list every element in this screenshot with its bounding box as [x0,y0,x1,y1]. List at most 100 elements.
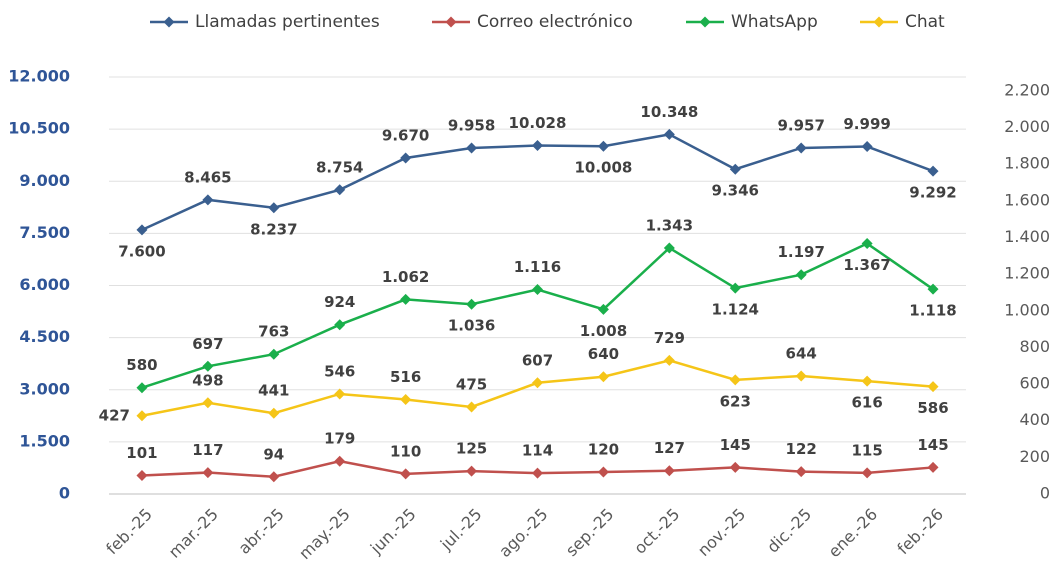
legend-marker [163,16,175,28]
data-label: 120 [588,441,619,459]
data-label: 1.367 [843,256,890,274]
y2-tick-label: 2.000 [1004,117,1050,136]
data-label: 145 [720,436,751,454]
data-label: 114 [522,442,553,460]
marker [532,140,543,152]
data-label: 9.670 [382,126,429,144]
data-label: 1.036 [448,317,495,335]
marker [729,461,741,473]
y-tick-label: 3.000 [19,379,70,398]
data-label: 640 [588,345,619,363]
y-tick-label: 12.000 [8,67,70,86]
y2-tick-label: 1.000 [1004,300,1050,319]
legend-label: Llamadas pertinentes [195,12,380,32]
x-tick-label: jun.-25 [366,505,420,559]
marker [334,455,346,467]
data-label: 498 [192,371,223,389]
marker [400,393,412,405]
marker [795,269,807,281]
y2-tick-label: 1.600 [1004,190,1050,209]
data-label: 127 [654,439,685,457]
marker [268,348,280,360]
data-label: 616 [851,394,882,412]
data-label: 644 [786,345,817,363]
data-label: 145 [917,436,948,454]
marker [136,224,148,236]
data-label: 9.999 [843,115,890,133]
y-tick-label: 10.500 [8,119,70,138]
marker [136,410,148,422]
data-label: 607 [522,351,553,369]
marker [268,407,280,419]
marker [466,142,478,154]
legend-label: Chat [905,12,945,32]
x-tick-label: feb.-26 [893,505,947,559]
x-tick-label: jul.-25 [436,505,486,555]
marker [532,467,543,479]
data-label: 763 [258,323,289,341]
marker [795,370,807,382]
y-tick-label: 1.500 [19,431,70,450]
y2-tick-label: 600 [1019,374,1050,393]
y-tick-label: 9.000 [19,171,70,190]
marker [400,468,412,480]
marker [597,303,609,315]
y2-tick-label: 0 [1040,484,1050,503]
x-tick-label: oct.-25 [630,505,683,558]
data-label: 475 [456,375,487,393]
data-label: 697 [192,335,223,353]
marker [532,377,543,389]
marker [927,165,939,177]
data-label: 623 [720,392,751,410]
marker [466,465,478,477]
marker [729,163,741,175]
marker [663,465,675,477]
marker [861,141,873,153]
marker [136,382,148,394]
y2-tick-label: 200 [1019,447,1050,466]
data-label: 7.600 [118,242,165,260]
x-tick-label: nov.-25 [694,505,749,560]
data-label: 9.292 [909,184,956,202]
marker [268,471,280,483]
marker [663,354,675,366]
marker [729,282,741,294]
marker [597,371,609,383]
marker [927,381,939,393]
legend-marker [873,16,885,28]
y2-tick-label: 400 [1019,410,1050,429]
x-tick-label: dic.-25 [763,505,815,557]
data-label: 441 [258,382,289,400]
data-label: 8.465 [184,168,231,186]
marker [861,375,873,387]
data-label: 10.008 [574,159,632,177]
data-label: 125 [456,440,487,458]
data-label: 580 [126,356,157,374]
data-label: 924 [324,293,355,311]
y2-tick-label: 800 [1019,337,1050,356]
marker [795,466,807,478]
data-label: 10.348 [640,103,698,121]
y2-tick-label: 1.800 [1004,154,1050,173]
x-tick-label: ene.-26 [825,505,882,562]
x-tick-label: abr.-25 [235,505,288,558]
x-tick-label: may.-25 [295,505,354,564]
x-tick-label: mar.-25 [165,505,222,562]
data-label: 179 [324,430,355,448]
marker [202,397,214,409]
data-label: 110 [390,442,421,460]
y-tick-label: 0 [59,484,70,503]
marker [861,467,873,479]
marker [202,360,214,372]
marker [268,202,280,214]
legend-marker [699,16,711,28]
x-tick-label: feb.-25 [102,505,156,559]
marker [927,283,939,295]
marker [334,319,346,331]
data-label: 101 [126,444,157,462]
data-label: 1.124 [712,301,759,319]
data-label: 117 [192,441,223,459]
data-label: 729 [654,329,685,347]
legend-marker [445,16,457,28]
